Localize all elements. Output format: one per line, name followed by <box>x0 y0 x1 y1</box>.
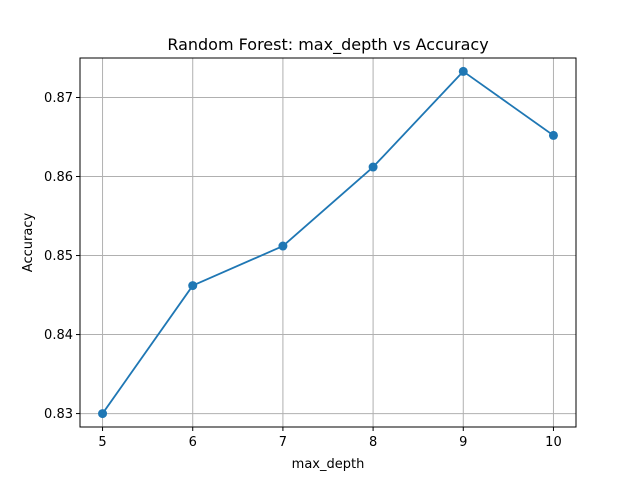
x-tick-label: 6 <box>189 435 197 450</box>
data-point <box>278 241 288 251</box>
x-tick-label: 8 <box>369 435 377 450</box>
data-point <box>458 66 468 76</box>
y-tick-label: 0.84 <box>44 328 73 343</box>
y-tick-label: 0.86 <box>44 170 73 185</box>
series-layer <box>98 66 558 419</box>
grid <box>80 58 576 427</box>
data-point <box>368 162 378 172</box>
x-tick-label: 10 <box>545 435 562 450</box>
plot-frame <box>79 57 577 428</box>
y-tick-label: 0.85 <box>44 249 73 264</box>
chart-title: Random Forest: max_depth vs Accuracy <box>167 35 488 55</box>
data-point <box>548 130 558 140</box>
data-point <box>188 281 198 291</box>
x-tick-label: 7 <box>279 435 287 450</box>
data-point <box>98 409 108 419</box>
x-axis-label: max_depth <box>292 457 365 472</box>
y-axis-label: Accuracy <box>21 213 36 273</box>
y-tick-label: 0.83 <box>44 407 73 422</box>
y-tick-label: 0.87 <box>44 91 73 106</box>
x-tick-label: 9 <box>459 435 467 450</box>
series-line <box>101 70 554 415</box>
x-tick-label: 5 <box>98 435 106 450</box>
ticks: 5 6 7 8 9 10 0.83 0.84 0.85 0.86 0.87 <box>44 91 562 450</box>
